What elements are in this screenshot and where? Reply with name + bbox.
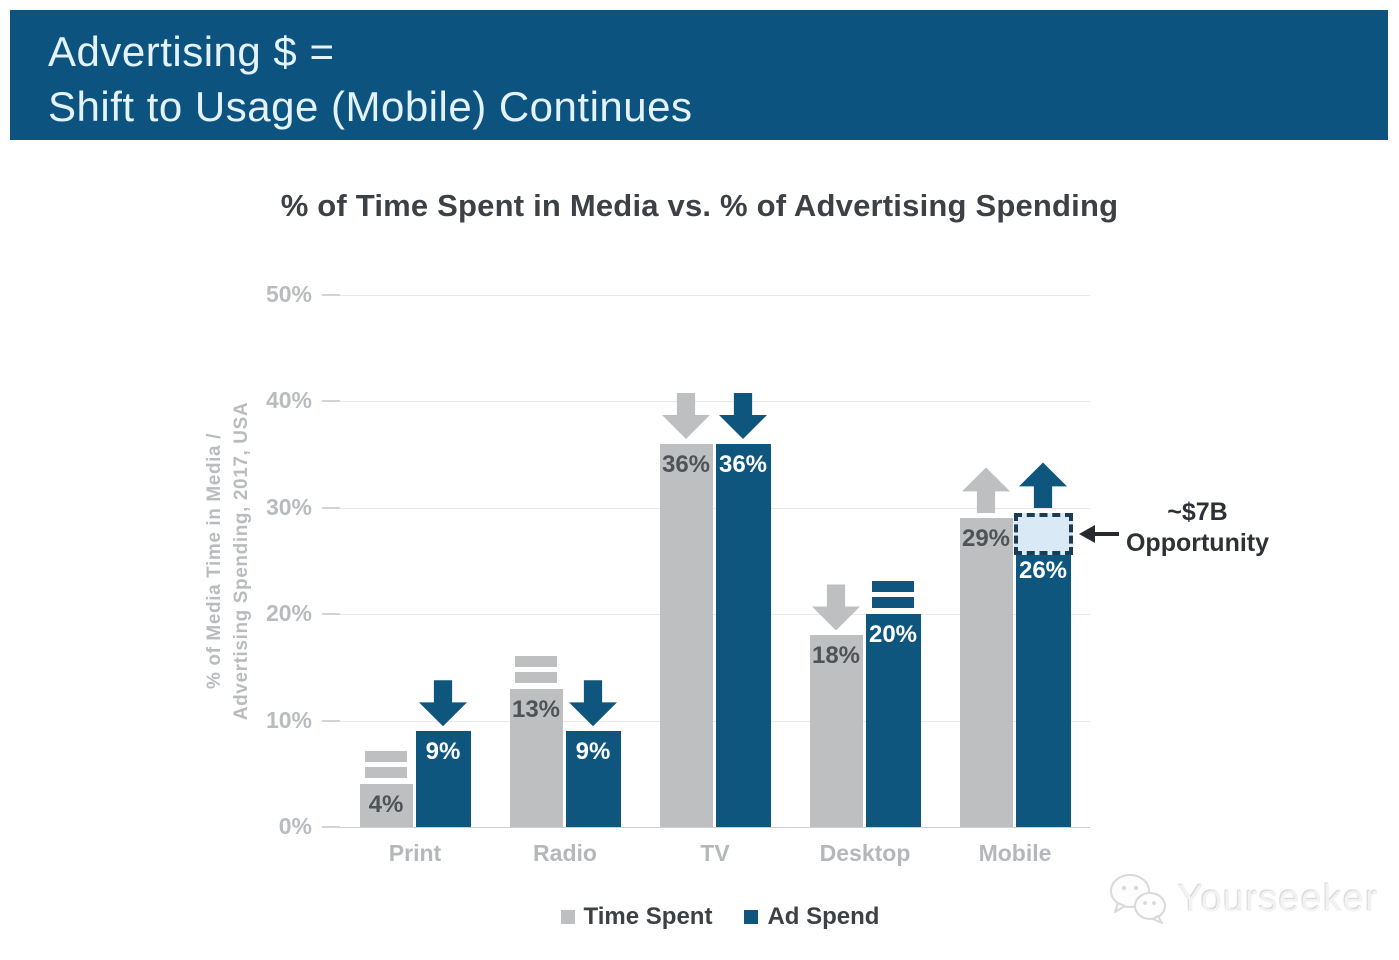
- gridline-50%: [340, 295, 1090, 296]
- annotation-arrow-head: [1078, 525, 1095, 544]
- trend-up-arrow-icon: [962, 467, 1010, 514]
- bar-desktop-ad-spend: 20%: [865, 614, 921, 827]
- bar-group-desktop: 18% 20% Desktop: [790, 295, 940, 866]
- y-axis-title: % of Media Time in Media / Advertising S…: [201, 402, 255, 720]
- bar-value-label: 20%: [868, 621, 918, 649]
- header-banner: Advertising $ = Shift to Usage (Mobile) …: [10, 10, 1388, 140]
- plot-area: 0% 10% 20% 30% 40% 50% 4% 9% Print 13% 9% Radio 36% 3…: [266, 281, 1269, 866]
- bar-desktop-time-spent: 18%: [809, 635, 863, 827]
- equal-bar-top: [872, 581, 914, 593]
- gridline-40%: [340, 401, 1090, 403]
- y-tick-mark: [322, 506, 340, 509]
- equal-bar-bottom: [515, 671, 557, 683]
- chart-title: % of Time Spent in Media vs. % of Advert…: [280, 188, 1119, 223]
- bar-value-label: 29%: [961, 525, 1011, 553]
- legend-label: Time Spent: [583, 903, 713, 930]
- bar-tv-time-spent: 36%: [659, 443, 713, 827]
- trend-equal-icon: [872, 581, 914, 609]
- x-axis-label-desktop: Desktop: [819, 840, 911, 866]
- chart-legend: Time Spent Ad Spend: [340, 903, 1100, 931]
- y-tick-mark: [322, 826, 340, 828]
- annotation-line2: Opportunity: [1125, 529, 1270, 558]
- y-tick-label-40%: 40%: [265, 387, 312, 414]
- annotation-text: ~$7B Opportunity: [1123, 497, 1273, 559]
- x-axis-label-print: Print: [388, 840, 442, 866]
- chat-bubbles-icon: [1110, 874, 1166, 924]
- bar-value-label: 18%: [811, 642, 861, 670]
- trend-down-arrow-icon: [812, 584, 860, 631]
- bar-group-radio: 13% 9% Radio: [490, 295, 640, 866]
- legend-swatch: [560, 910, 575, 924]
- trend-down-arrow-icon: [419, 680, 467, 727]
- legend-item-time-spent: Time Spent: [560, 903, 713, 931]
- header-title-line1: Advertising $ =: [48, 28, 335, 75]
- bar-radio-ad-spend: 9%: [565, 731, 621, 827]
- trend-equal-icon: [365, 751, 407, 779]
- trend-down-arrow-icon: [569, 680, 617, 727]
- gridline-30%: [340, 507, 1090, 509]
- bar-mobile-ad-spend: 26%: [1015, 550, 1071, 827]
- legend-swatch: [744, 910, 759, 924]
- y-tick-mark: [322, 294, 340, 296]
- equal-bar-bottom: [365, 767, 407, 779]
- x-axis-label-tv: TV: [700, 840, 730, 866]
- bar-print-ad-spend: 9%: [415, 731, 471, 827]
- bar-group-tv: 36% 36% TV: [640, 295, 790, 866]
- equal-bar-top: [365, 751, 407, 763]
- gridline-20%: [340, 614, 1090, 616]
- x-axis-label-radio: Radio: [533, 840, 597, 866]
- equal-bar-bottom: [872, 597, 914, 609]
- bar-value-label: 36%: [661, 450, 711, 478]
- y-tick-mark: [322, 400, 340, 403]
- gridline-10%: [340, 720, 1090, 722]
- bar-value-label: 26%: [1018, 557, 1068, 585]
- bar-value-label: 36%: [718, 450, 768, 478]
- x-axis-label-mobile: Mobile: [978, 840, 1052, 866]
- y-tick-label-50%: 50%: [265, 281, 312, 307]
- bar-value-label: 9%: [425, 738, 461, 766]
- trend-up-arrow-icon: [1019, 462, 1067, 509]
- equal-bar-top: [515, 655, 557, 667]
- legend-item-ad-spend: Ad Spend: [744, 903, 879, 931]
- opportunity-dashed-box: [1013, 513, 1073, 556]
- bar-value-label: 13%: [511, 695, 561, 723]
- bar-print-time-spent: 4%: [359, 784, 413, 827]
- trend-equal-icon: [515, 655, 557, 683]
- y-tick-label-10%: 10%: [265, 706, 312, 733]
- y-tick-mark: [322, 719, 340, 722]
- bar-group-mobile: 29% 26% Mobile: [940, 295, 1090, 866]
- y-tick-mark: [322, 613, 340, 616]
- trend-down-arrow-icon: [662, 392, 710, 439]
- y-tick-label-30%: 30%: [265, 493, 312, 520]
- bar-group-print: 4% 9% Print: [340, 295, 490, 866]
- bar-value-label: 4%: [368, 791, 404, 819]
- y-axis-title-line2: Advertising Spending, 2017, USA: [231, 401, 252, 721]
- header-title-line2: Shift to Usage (Mobile) Continues: [48, 83, 693, 130]
- y-tick-label-20%: 20%: [265, 600, 312, 627]
- bar-value-label: 9%: [575, 738, 611, 766]
- bar-mobile-time-spent: 29%: [959, 518, 1013, 827]
- bar-radio-time-spent: 13%: [509, 688, 563, 827]
- annotation-arrow-line: [1092, 532, 1119, 537]
- y-tick-label-0%: 0%: [278, 813, 312, 839]
- y-axis-title-line1: % of Media Time in Media /: [204, 433, 225, 689]
- legend-label: Ad Spend: [767, 903, 880, 930]
- watermark-text: Yourseeker: [1178, 877, 1379, 920]
- gridline-0%: [340, 827, 1090, 828]
- bar-tv-ad-spend: 36%: [715, 443, 771, 827]
- watermark: Yourseeker: [1108, 872, 1379, 926]
- annotation-line1: ~$7B: [1167, 498, 1228, 527]
- trend-down-arrow-icon: [719, 392, 767, 439]
